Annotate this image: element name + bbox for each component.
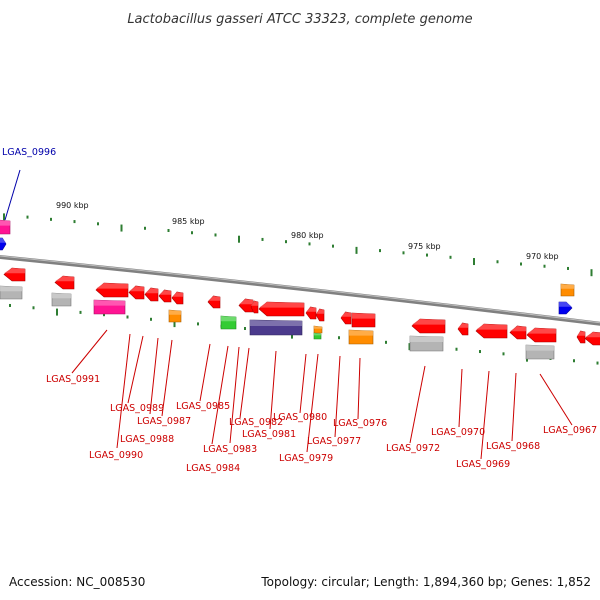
leader-line (4, 169, 21, 221)
gene-label-0970[interactable]: LGAS_0970 (431, 427, 485, 438)
leader-line (127, 335, 144, 404)
leader-line (357, 357, 361, 420)
feature-red-t (526, 327, 557, 343)
gene-label-0968[interactable]: LGAS_0968 (486, 441, 540, 452)
leader-line (334, 355, 341, 438)
feature-red-l (305, 306, 317, 320)
feature-purple-a (249, 319, 303, 336)
leader-line (269, 350, 277, 430)
leader-line (306, 353, 319, 453)
label-leader-lines (4, 169, 573, 460)
gene-label-0987[interactable]: LGAS_0987 (137, 416, 191, 427)
feature-gray-d (525, 344, 555, 360)
leader-line (409, 365, 426, 444)
feature-red-u (576, 330, 586, 344)
scale-labels: 990 kbp 985 kbp 980 kbp 975 kbp 970 kbp (56, 201, 559, 261)
gene-label-0969[interactable]: LGAS_0969 (456, 459, 510, 470)
leader-line (116, 333, 131, 449)
feature-lgas-0996 (0, 219, 11, 235)
feature-lgas-0991 (93, 299, 126, 315)
scale-label-985: 985 kbp (172, 217, 205, 226)
leader-line (211, 345, 229, 445)
feature-orange-b (313, 325, 323, 334)
feature-red-k (258, 301, 305, 317)
feature-red-r (475, 323, 508, 339)
gene-label-0984[interactable]: LGAS_0984 (186, 463, 240, 474)
gene-label-0977[interactable]: LGAS_0977 (307, 436, 361, 447)
gene-label-0988[interactable]: LGAS_0988 (120, 434, 174, 445)
leader-line (239, 347, 250, 419)
gene-label-0990[interactable]: LGAS_0990 (89, 450, 143, 461)
leader-line (71, 329, 108, 374)
gene-features (0, 219, 600, 360)
leader-line (161, 339, 173, 417)
gene-label-0991[interactable]: LGAS_0991 (46, 374, 100, 385)
leader-line (539, 373, 573, 426)
feature-gray-c (409, 335, 444, 352)
scale-label-990: 990 kbp (56, 201, 89, 210)
scale-label-980: 980 kbp (291, 231, 324, 240)
feature-red-p (411, 318, 446, 334)
feature-blue-right (558, 301, 573, 315)
feature-red-h (207, 295, 221, 309)
gene-label-0976[interactable]: LGAS_0976 (333, 418, 387, 429)
leader-line (299, 353, 307, 414)
leader-line (149, 337, 159, 415)
gene-label-0967[interactable]: LGAS_0967 (543, 425, 597, 436)
scale-label-975: 975 kbp (408, 242, 441, 251)
feature-red-n (340, 311, 352, 325)
accession-text: Accession: NC_008530 (9, 575, 145, 589)
gene-label-0985[interactable]: LGAS_0985 (176, 401, 230, 412)
gene-label-0979[interactable]: LGAS_0979 (279, 453, 333, 464)
feature-red-a (3, 267, 26, 282)
gene-label-0989[interactable]: LGAS_0989 (110, 403, 164, 414)
gene-label-0996[interactable]: LGAS_0996 (2, 147, 56, 158)
genome-stats-text: Topology: circular; Length: 1,894,360 bp… (260, 575, 591, 589)
feature-red-v (584, 331, 600, 346)
gene-label-0980[interactable]: LGAS_0980 (273, 412, 327, 423)
backbone-arc (0, 254, 600, 326)
gene-labels: LGAS_0996 LGAS_0991 LGAS_0989 LGAS_0987 … (2, 147, 597, 474)
feature-red-d (128, 285, 145, 300)
feature-red-g (171, 291, 184, 305)
feature-blue-left (0, 237, 7, 251)
feature-green-b (313, 332, 322, 340)
feature-orange-c (348, 329, 374, 345)
feature-red-i (238, 298, 254, 313)
feature-red-m (315, 308, 325, 322)
leader-line (199, 343, 211, 402)
feature-gray-b (51, 292, 72, 307)
feature-gray-a (0, 285, 23, 300)
leader-line (458, 368, 463, 428)
feature-red-o (351, 312, 376, 328)
leader-line (480, 370, 490, 460)
leader-line (511, 372, 517, 442)
feature-red-q (457, 322, 469, 336)
gene-label-0982[interactable]: LGAS_0982 (229, 417, 283, 428)
backbone-arc-highlight (0, 255, 600, 324)
gene-label-0981[interactable]: LGAS_0981 (242, 429, 296, 440)
gene-label-0972[interactable]: LGAS_0972 (386, 443, 440, 454)
leader-line (229, 346, 240, 444)
gene-label-0983[interactable]: LGAS_0983 (203, 444, 257, 455)
scale-label-970: 970 kbp (526, 252, 559, 261)
feature-red-f (158, 289, 172, 303)
feature-green-a (220, 315, 237, 330)
feature-red-s (509, 325, 527, 340)
feature-red-b (54, 275, 75, 290)
feature-red-c (95, 282, 129, 298)
feature-orange-a (168, 309, 182, 323)
feature-red-e (144, 287, 159, 302)
feature-orange-d (560, 283, 575, 297)
feature-red-j (250, 300, 259, 314)
map-title: Lactobacillus gasseri ATCC 33323, comple… (127, 12, 472, 27)
